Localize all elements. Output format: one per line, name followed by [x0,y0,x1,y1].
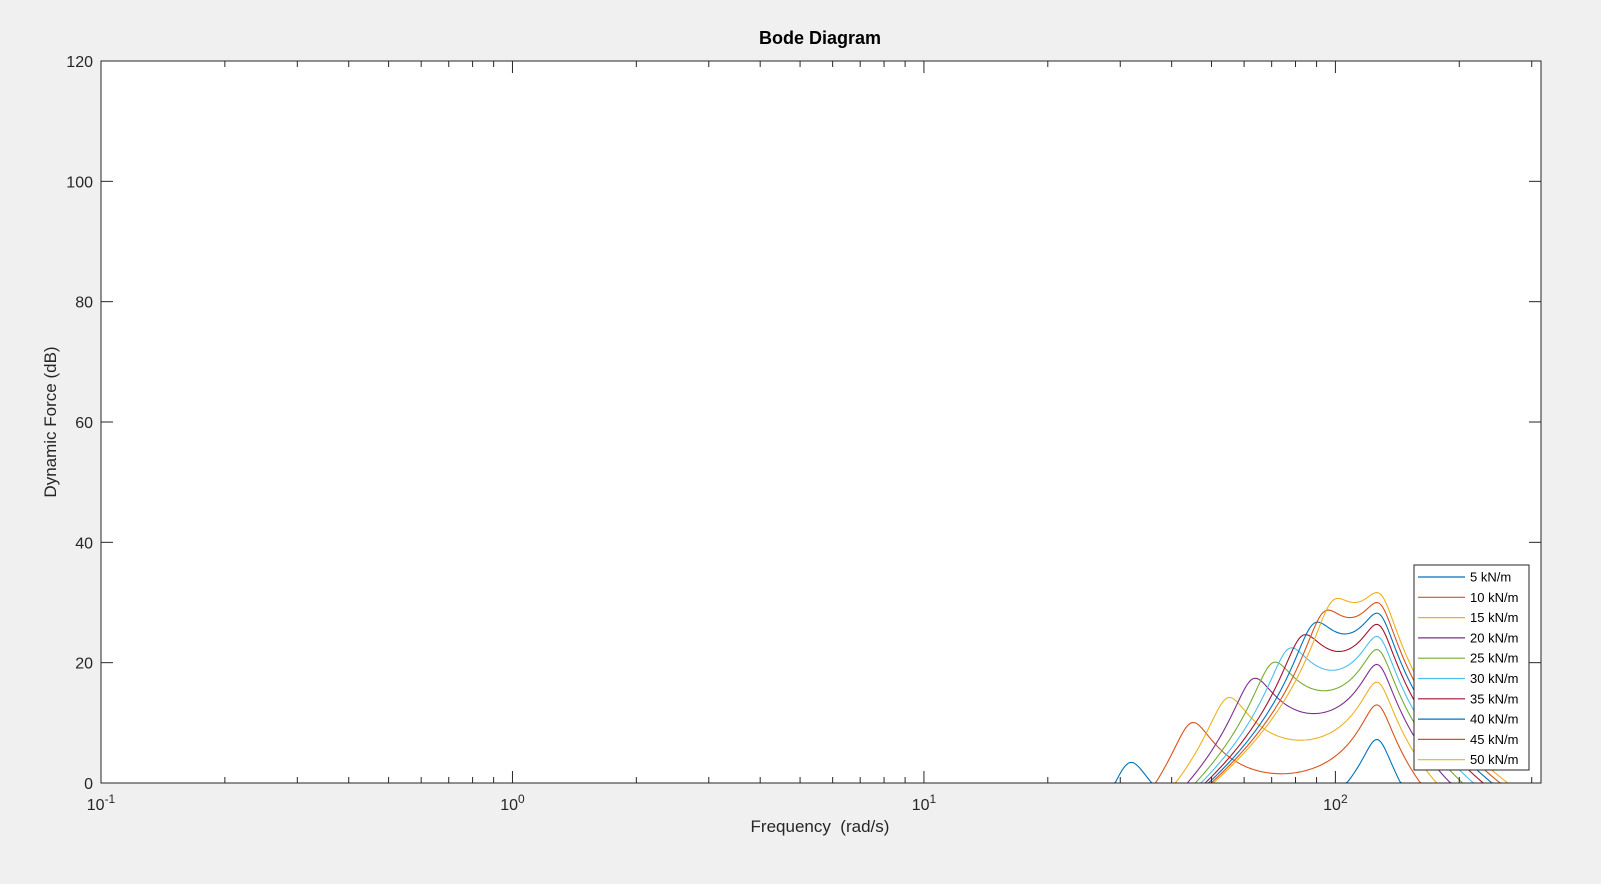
x-tick-label: 100 [500,792,525,814]
y-tick-label: 20 [75,656,93,673]
y-axis-title: Dynamic Force (dB) [41,346,60,497]
legend-label: 15 kN/m [1470,610,1518,625]
legend: 5 kN/m 10 kN/m 15 kN/m 20 kN/m 25 kN/m 30 kN/… [1413,564,1530,771]
legend-label: 25 kN/m [1470,651,1518,666]
legend-items: 5 kN/m 10 kN/m 15 kN/m 20 kN/m 25 kN/m 30 kN/… [1418,570,1518,767]
chart-title: Bode Diagram [759,28,881,48]
legend-label: 20 kN/m [1470,630,1518,645]
x-tick-label: 102 [1323,792,1348,814]
legend-label: 30 kN/m [1470,671,1518,686]
legend-label: 45 kN/m [1470,732,1518,747]
y-tick-label: 80 [75,295,93,312]
legend-label: 40 kN/m [1470,712,1518,727]
legend-label: 50 kN/m [1470,752,1518,767]
legend-label: 35 kN/m [1470,691,1518,706]
y-tick-label: 100 [66,174,93,191]
legend-label: 5 kN/m [1470,570,1511,585]
plot-area [101,61,1541,783]
y-tick-label: 120 [66,54,93,71]
x-tick-label: 101 [912,792,937,814]
y-tick-label: 40 [75,535,93,552]
x-axis-title: Frequency (rad/s) [751,817,890,836]
y-tick-label: 60 [75,415,93,432]
tick-labels-layer: 10-1 100 101 102 0 20 40 60 80 100 120 [66,54,1348,814]
x-tick-label: 10-1 [87,792,116,814]
legend-box [1413,564,1530,771]
y-tick-label: 0 [84,776,93,793]
ticks-layer [100,60,1541,784]
legend-label: 10 kN/m [1470,590,1518,605]
